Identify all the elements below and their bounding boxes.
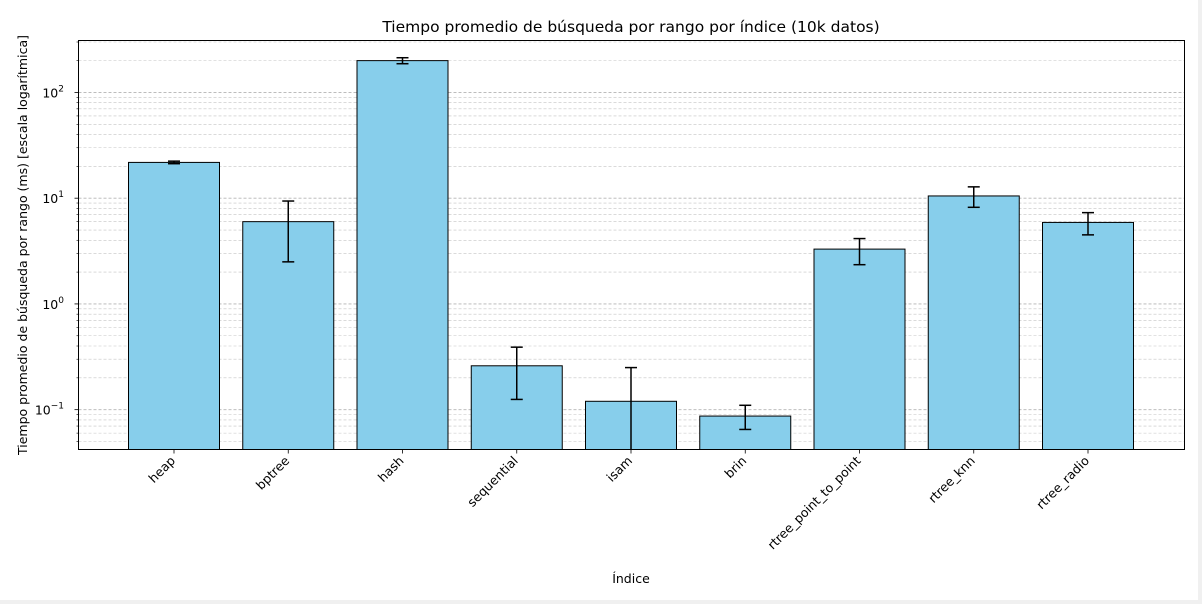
x-tick-label-isam: isam — [603, 453, 635, 485]
bar-rtree_knn — [927, 195, 1020, 450]
chart-title: Tiempo promedio de búsqueda por rango po… — [381, 18, 879, 36]
error-bars — [168, 56, 1094, 450]
x-tick-label-bptree: bptree — [253, 453, 293, 493]
x-tick-label-rtree_radio: rtree_radio — [1033, 453, 1092, 512]
bar-rtree_radio — [1042, 221, 1134, 450]
x-axis-ticks: heap bptree hash sequential isam brin rtree_po… — [145, 449, 1092, 552]
y-tick-exponent: 1 — [58, 190, 64, 200]
bar-heap — [128, 161, 220, 450]
y-tick-label: 100 — [42, 296, 64, 312]
x-tick-label-hash: hash — [375, 453, 407, 485]
x-axis-label: Índice — [612, 571, 650, 586]
y-tick-base: 10 — [42, 297, 58, 312]
x-tick-label-rtree_knn: rtree_knn — [925, 453, 978, 506]
x-tick-label-brin: brin — [721, 453, 749, 481]
y-tick-label: 101 — [42, 190, 64, 206]
x-tick-label-sequential: sequential — [464, 453, 521, 510]
y-tick-base: 10 — [35, 403, 51, 418]
y-tick-exponent: 2 — [58, 84, 64, 94]
x-tick-label-heap: heap — [145, 453, 178, 486]
y-tick-label: 102 — [42, 84, 64, 100]
y-tick-exponent: −1 — [51, 402, 64, 412]
bars — [128, 60, 1134, 451]
y-tick-base: 10 — [42, 191, 58, 206]
y-tick-exponent: 0 — [58, 296, 64, 306]
bar-rtree_point_to_point — [813, 248, 906, 450]
x-tick-label-rtree_point_to_point: rtree_point_to_point — [764, 453, 863, 552]
y-axis-label: Tiempo promedio de búsqueda por rango (m… — [15, 35, 30, 456]
bar-hash — [356, 60, 449, 451]
plot-frame — [78, 40, 1185, 450]
y-tick-base: 10 — [42, 85, 58, 100]
y-tick-label: 10−1 — [35, 402, 64, 418]
